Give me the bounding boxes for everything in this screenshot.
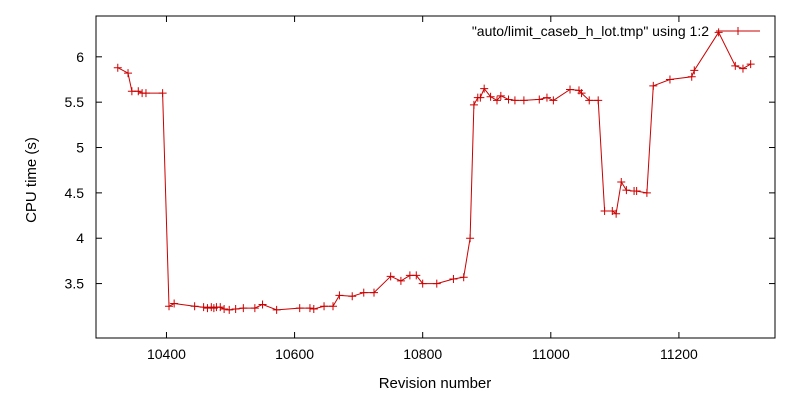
data-point [216,303,225,312]
y-axis-title: CPU time (s) [23,137,40,223]
series-line [117,31,751,311]
y-tick-label: 4 [76,230,84,246]
data-point [359,288,368,297]
legend-marker [734,27,742,35]
data-point [113,63,122,72]
y-tick-label: 6 [76,49,84,65]
data-point [412,271,421,280]
data-point [141,89,150,98]
data-point [225,305,234,314]
data-point [687,72,696,81]
data-point [731,61,740,70]
y-tick-label: 3.5 [65,276,85,292]
data-point [320,302,329,311]
data-point [632,187,641,196]
x-tick-label: 11200 [660,346,698,362]
data-point [220,304,229,313]
data-point [418,279,427,288]
data-point [617,177,626,186]
data-point [295,304,304,313]
data-point [348,292,357,301]
data-point [165,302,174,311]
data-point [239,304,248,313]
data-point [432,279,441,288]
data-point [519,96,528,105]
data-point [158,89,167,98]
data-point [714,28,723,37]
x-tick-label: 10400 [147,346,186,362]
x-tick-label: 10800 [403,346,442,362]
data-point [486,92,495,101]
data-point [190,302,199,311]
data-point [480,84,489,93]
data-point [386,272,395,281]
data-point [642,188,651,197]
data-point [622,186,631,195]
data-point [134,87,143,96]
data-point [492,96,501,105]
data-point [396,276,405,285]
data-point [309,304,318,313]
data-point [510,96,519,105]
legend-label: "auto/limit_caseb_h_lot.tmp" using 1:2 [472,23,709,39]
data-point [577,89,586,98]
data-point [449,275,458,284]
data-point [504,95,513,104]
plot-frame [95,15,776,339]
axis-ticks [96,16,775,338]
data-point [272,305,281,314]
data-point [542,93,551,102]
x-tick-label: 10600 [275,346,314,362]
data-point [258,300,267,309]
data-point [124,69,133,78]
data-point [549,96,558,105]
data-point [496,91,505,100]
y-tick-label: 5 [76,140,84,156]
data-point [476,93,485,102]
data-point [231,304,240,313]
data-point [600,207,609,216]
data-point [170,299,179,308]
data-point [335,291,344,300]
data-point [612,209,621,218]
data-point [746,60,755,69]
x-axis-title: Revision number [379,375,492,392]
data-point [305,304,314,313]
data-point [370,288,379,297]
data-point [738,64,747,73]
data-point [459,273,468,282]
data-point [594,96,603,105]
y-tick-label: 4.5 [65,185,85,201]
y-tick-labels: 3.5 4 4.5 5 5.5 6 [65,49,85,292]
data-point [690,66,699,75]
data-point [585,96,594,105]
y-tick-label: 5.5 [65,94,85,110]
data-point [665,75,674,84]
data-point [250,304,259,313]
x-tick-label: 11000 [532,346,570,362]
data-point [469,100,478,109]
data-point [466,234,475,243]
data-point [566,85,575,94]
data-point [329,302,338,311]
data-point [199,303,208,312]
x-tick-labels: 10400 10600 10800 11000 11200 [147,346,698,362]
series-group [113,28,755,314]
data-point [649,81,658,90]
legend: "auto/limit_caseb_h_lot.tmp" using 1:2 [472,23,760,39]
data-point [535,95,544,104]
